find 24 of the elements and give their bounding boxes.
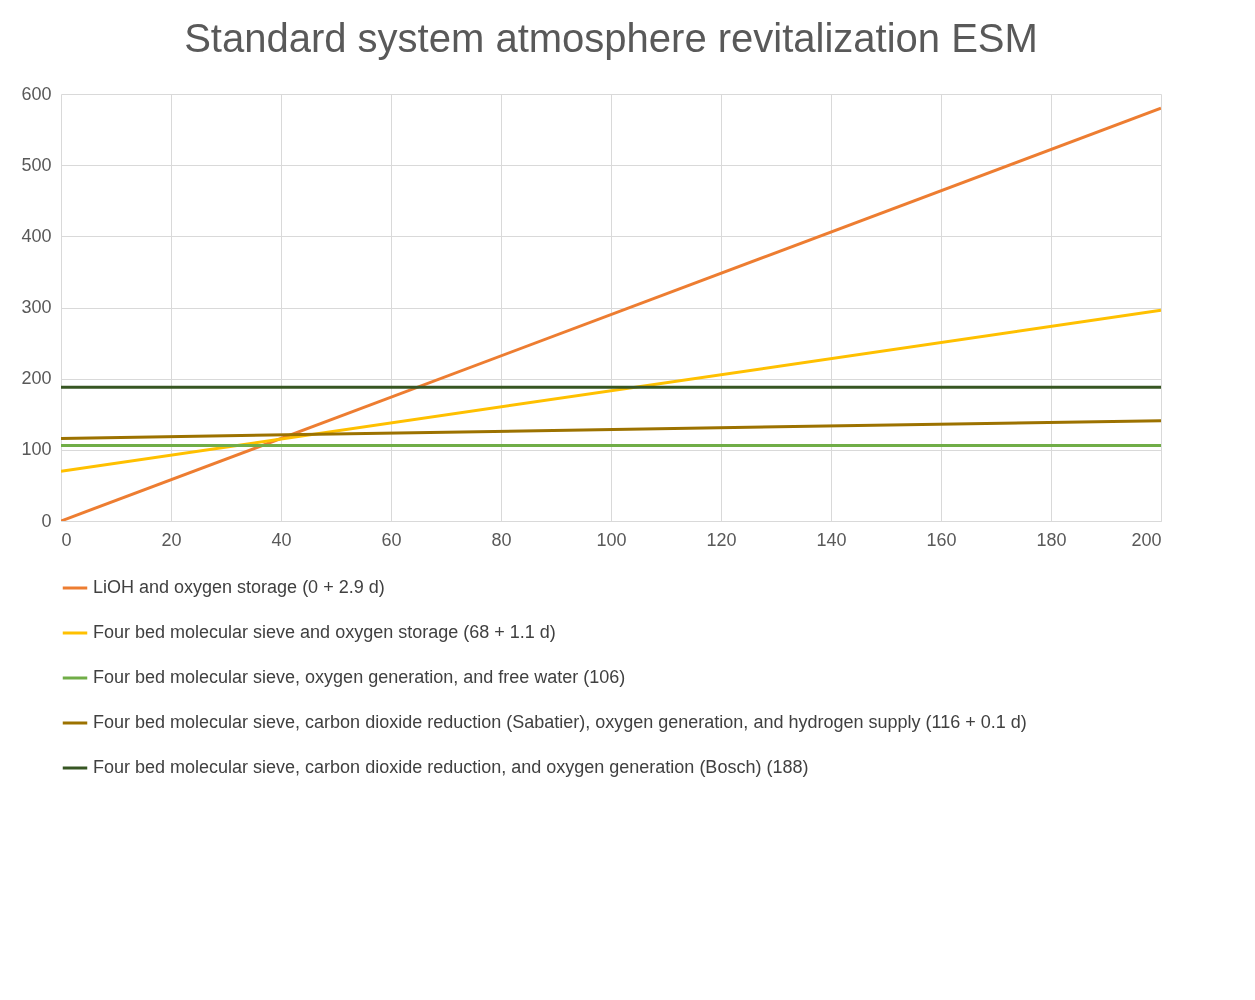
x-tick-label: 140 xyxy=(816,529,847,550)
y-tick-label: 500 xyxy=(21,154,52,175)
x-tick-label: 200 xyxy=(1131,529,1162,550)
x-tick-label: 40 xyxy=(271,529,292,550)
legend-label: Four bed molecular sieve, carbon dioxide reduction, and oxygen generation (Bosch) (188) xyxy=(93,757,809,777)
x-tick-label: 0 xyxy=(61,529,72,550)
x-tick-label: 120 xyxy=(706,529,737,550)
x-tick-label: 20 xyxy=(161,529,182,550)
y-tick-label: 200 xyxy=(21,368,52,389)
x-tick-label: 80 xyxy=(491,529,512,550)
y-tick-label: 100 xyxy=(21,439,52,460)
legend-label: Four bed molecular sieve, oxygen generation, and free water (106) xyxy=(93,667,626,687)
y-tick-label: 300 xyxy=(21,297,52,317)
x-tick-label: 180 xyxy=(1036,529,1067,550)
chart-title: Standard system atmosphere revitalization ESM xyxy=(184,16,1038,60)
legend-label: Four bed molecular sieve, carbon dioxide reduction (Sabatier), oxygen generation, and hydrogen supply (116 + 0.1 d) xyxy=(93,712,1027,732)
x-tick-label: 160 xyxy=(926,529,957,550)
y-tick-label: 0 xyxy=(41,510,52,531)
y-tick-label: 600 xyxy=(21,83,52,104)
x-tick-label: 60 xyxy=(381,529,402,550)
y-tick-label: 400 xyxy=(21,225,52,246)
legend-label: LiOH and oxygen storage (0 + 2.9 d) xyxy=(93,577,385,597)
legend-label: Four bed molecular sieve and oxygen storage (68 + 1.1 d) xyxy=(93,622,556,642)
x-tick-label: 100 xyxy=(596,529,627,550)
